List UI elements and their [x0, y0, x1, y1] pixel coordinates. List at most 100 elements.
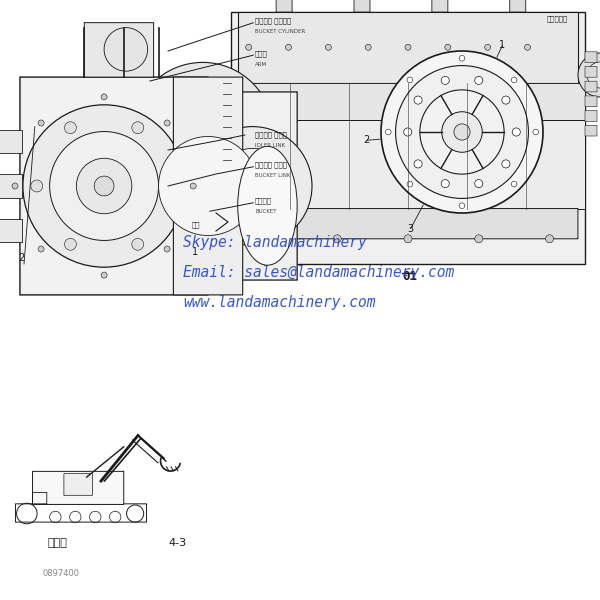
Circle shape: [381, 51, 543, 213]
Text: 01: 01: [402, 269, 417, 283]
Circle shape: [441, 179, 449, 188]
Ellipse shape: [238, 146, 297, 265]
FancyBboxPatch shape: [585, 110, 597, 121]
Circle shape: [587, 62, 600, 88]
FancyBboxPatch shape: [238, 209, 578, 239]
Circle shape: [511, 77, 517, 83]
Text: 3: 3: [407, 224, 414, 233]
Circle shape: [325, 44, 331, 50]
Circle shape: [132, 62, 273, 203]
Circle shape: [365, 44, 371, 50]
FancyBboxPatch shape: [354, 0, 370, 12]
Circle shape: [262, 235, 271, 243]
Circle shape: [101, 272, 107, 278]
FancyBboxPatch shape: [432, 0, 448, 12]
Circle shape: [545, 235, 554, 243]
Circle shape: [459, 55, 465, 61]
Text: アーム: アーム: [255, 50, 268, 58]
Circle shape: [442, 112, 482, 152]
Circle shape: [441, 76, 449, 85]
FancyBboxPatch shape: [193, 161, 228, 211]
Circle shape: [64, 122, 76, 134]
Text: ARM: ARM: [255, 62, 267, 67]
FancyBboxPatch shape: [585, 67, 597, 77]
Text: BUCKET CYLINDER: BUCKET CYLINDER: [255, 29, 305, 34]
Text: BUCKET LINK: BUCKET LINK: [255, 173, 290, 178]
FancyBboxPatch shape: [84, 23, 154, 77]
Text: アイドラ リンク: アイドラ リンク: [255, 131, 287, 139]
Circle shape: [485, 44, 491, 50]
Text: 1: 1: [499, 40, 505, 50]
Text: IDLER LINK: IDLER LINK: [255, 143, 285, 148]
Circle shape: [475, 235, 483, 243]
Circle shape: [12, 183, 18, 189]
Circle shape: [502, 96, 510, 104]
Circle shape: [475, 76, 483, 85]
Circle shape: [246, 44, 252, 50]
Circle shape: [104, 28, 148, 71]
Text: 耐摩耗性材: 耐摩耗性材: [547, 15, 568, 22]
Circle shape: [404, 235, 412, 243]
Text: 2: 2: [364, 136, 370, 145]
FancyBboxPatch shape: [231, 12, 585, 264]
Circle shape: [132, 122, 144, 134]
Circle shape: [286, 44, 292, 50]
Circle shape: [101, 94, 107, 100]
Text: Email: sales@landamachinery.com: Email: sales@landamachinery.com: [183, 265, 454, 280]
Circle shape: [164, 120, 170, 126]
Circle shape: [454, 124, 470, 140]
FancyBboxPatch shape: [585, 96, 597, 107]
Text: 4-3: 4-3: [168, 538, 186, 548]
Text: 飛距: 飛距: [192, 221, 200, 229]
Text: 0897400: 0897400: [42, 569, 79, 577]
Text: Skype: landamachinery: Skype: landamachinery: [183, 235, 367, 251]
Circle shape: [38, 246, 44, 252]
Circle shape: [23, 105, 185, 267]
Circle shape: [235, 168, 271, 204]
Circle shape: [94, 176, 114, 196]
Circle shape: [512, 128, 520, 136]
Circle shape: [578, 53, 600, 97]
Text: バケット: バケット: [255, 197, 272, 205]
FancyBboxPatch shape: [231, 83, 585, 121]
FancyBboxPatch shape: [0, 174, 22, 198]
Circle shape: [414, 96, 422, 104]
FancyBboxPatch shape: [173, 77, 243, 295]
FancyBboxPatch shape: [20, 77, 208, 295]
Circle shape: [76, 158, 132, 214]
FancyBboxPatch shape: [213, 92, 297, 280]
Text: www.landamachinery.com: www.landamachinery.com: [183, 295, 376, 311]
FancyBboxPatch shape: [0, 218, 22, 242]
FancyBboxPatch shape: [32, 472, 124, 505]
FancyBboxPatch shape: [510, 0, 526, 12]
Circle shape: [405, 44, 411, 50]
Circle shape: [333, 235, 341, 243]
Bar: [239, 132, 247, 140]
Circle shape: [31, 180, 43, 192]
Circle shape: [414, 160, 422, 168]
FancyBboxPatch shape: [276, 0, 292, 12]
Text: 正視図: 正視図: [48, 538, 68, 548]
Circle shape: [445, 44, 451, 50]
Text: バケット リンク: バケット リンク: [255, 161, 287, 169]
Circle shape: [533, 129, 539, 135]
Circle shape: [158, 136, 257, 235]
FancyBboxPatch shape: [0, 130, 22, 154]
FancyBboxPatch shape: [231, 121, 585, 209]
Circle shape: [407, 181, 413, 187]
FancyBboxPatch shape: [585, 81, 597, 92]
Text: バケット シリンダ: バケット シリンダ: [255, 17, 291, 25]
Circle shape: [502, 160, 510, 168]
Circle shape: [420, 90, 504, 174]
Circle shape: [385, 129, 391, 135]
Circle shape: [164, 246, 170, 252]
FancyBboxPatch shape: [585, 125, 597, 136]
Circle shape: [193, 127, 312, 245]
Circle shape: [395, 65, 529, 199]
FancyBboxPatch shape: [64, 473, 92, 496]
Circle shape: [190, 183, 196, 189]
Circle shape: [404, 128, 412, 136]
Circle shape: [524, 44, 530, 50]
Circle shape: [459, 203, 465, 209]
Text: 1: 1: [192, 247, 198, 257]
